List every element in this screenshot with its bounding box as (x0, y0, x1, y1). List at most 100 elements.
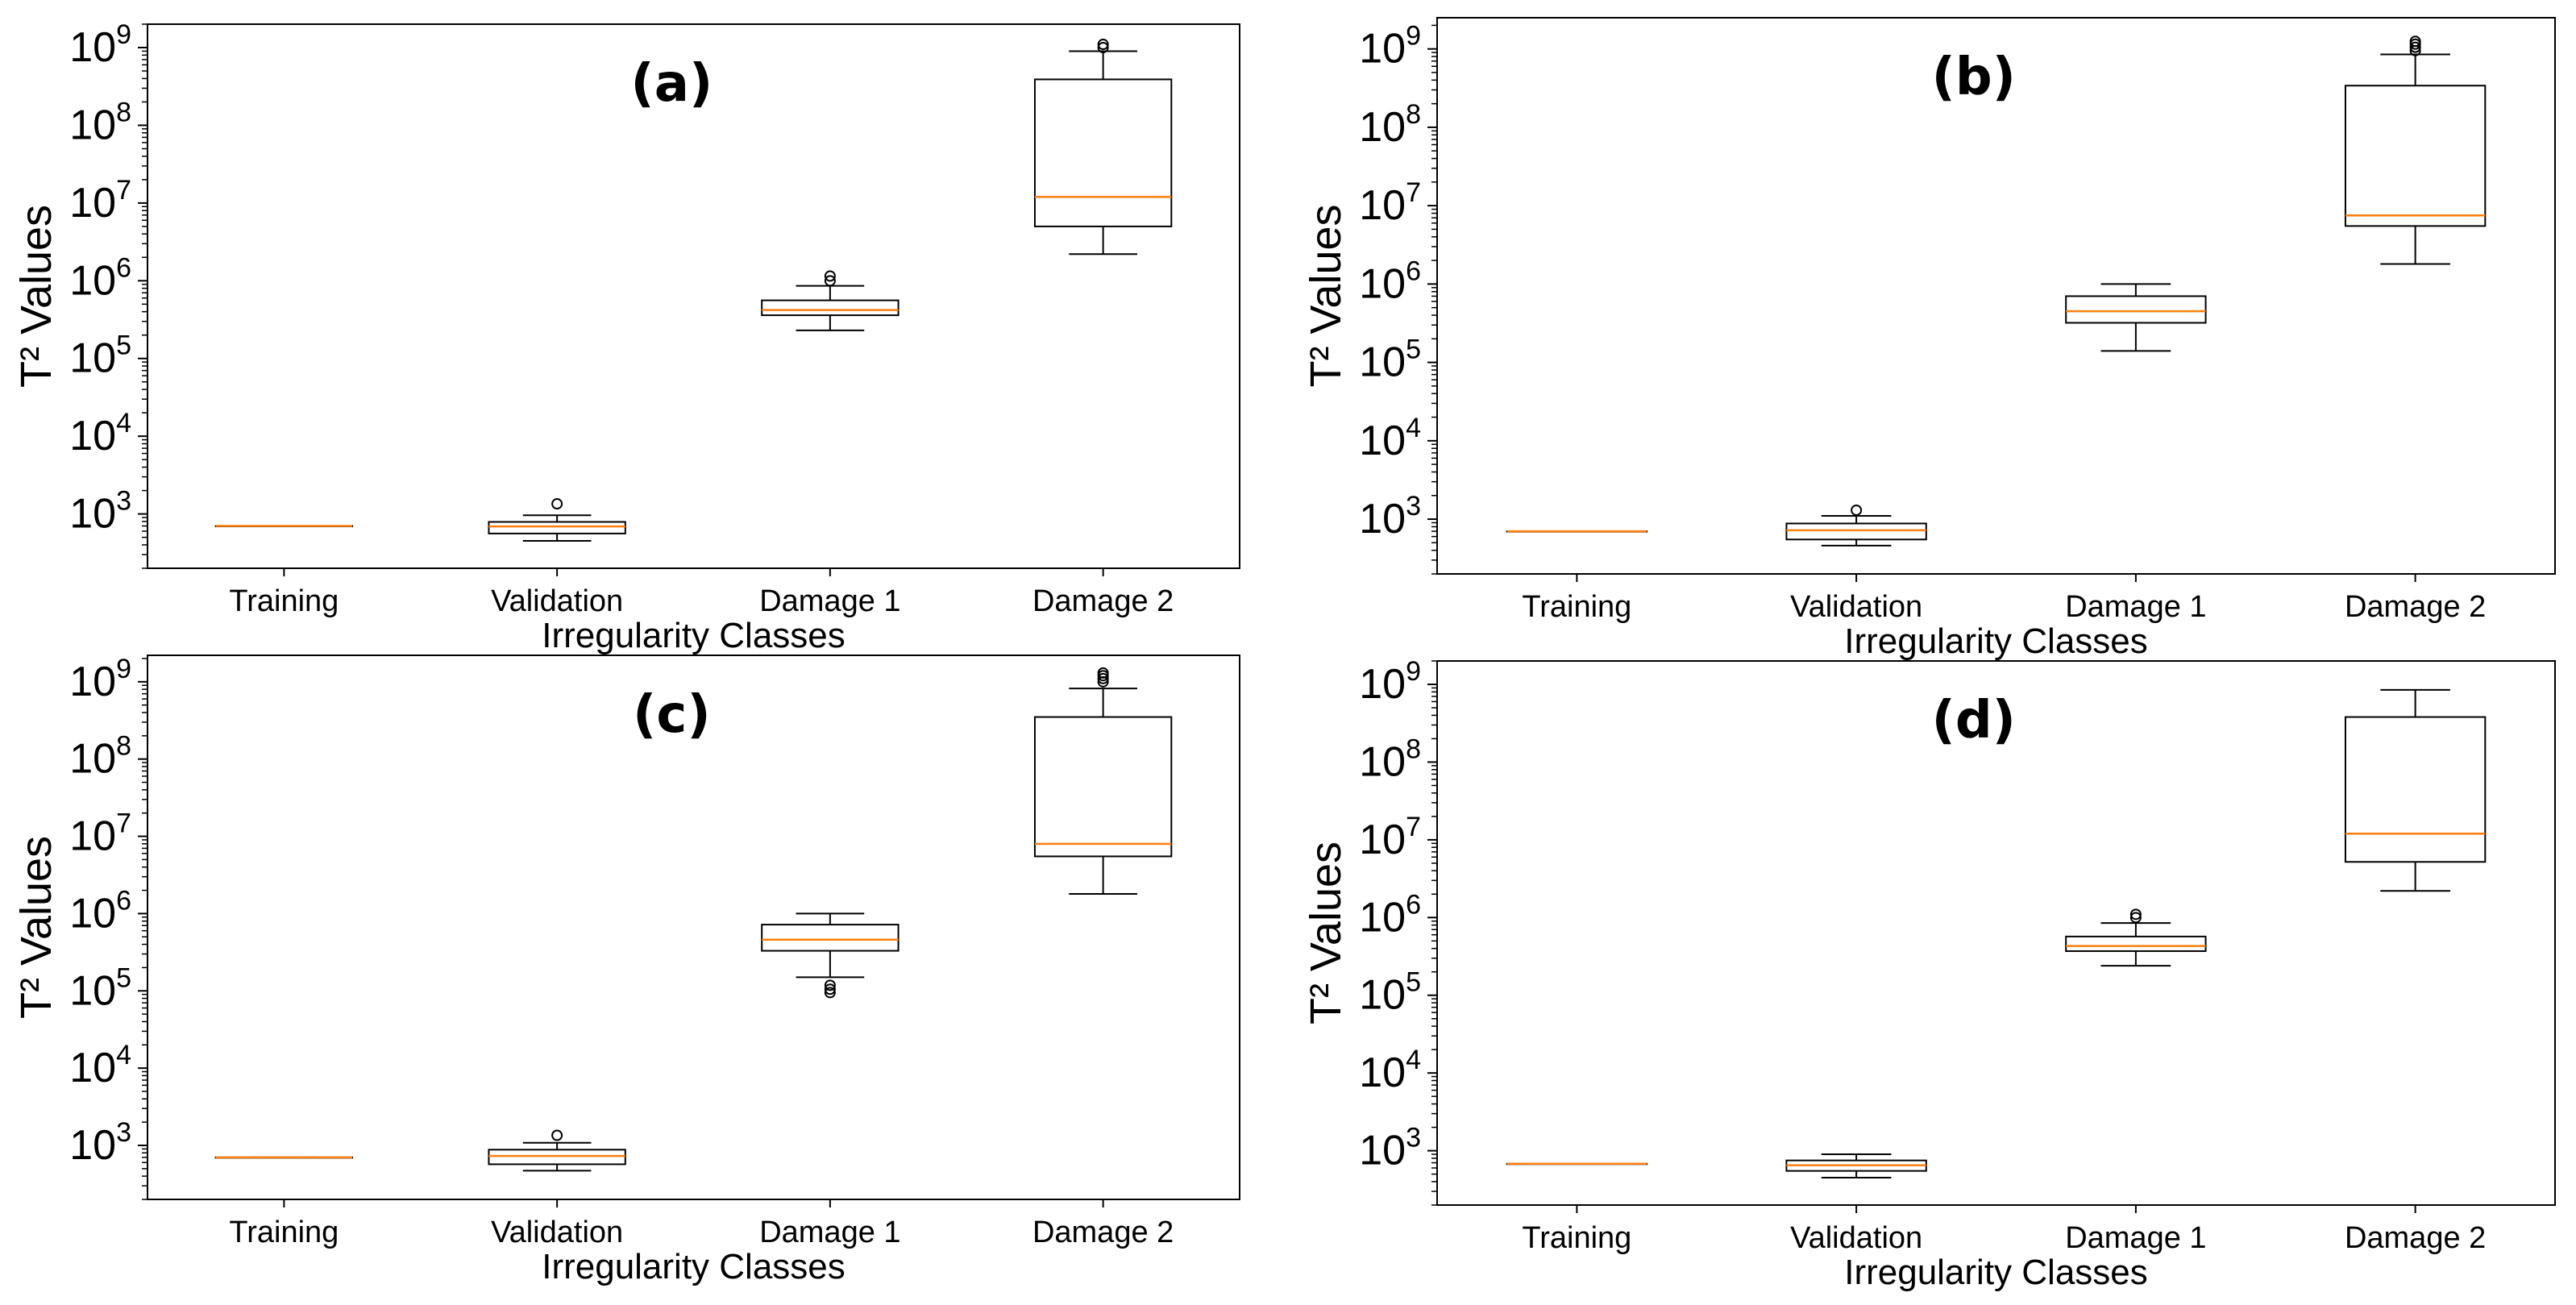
y-tick-exponent: 8 (116, 731, 131, 762)
x-tick-label: Training (1522, 1221, 1631, 1255)
y-axis-title: T² Values (1302, 204, 1350, 387)
y-tick-base: 10 (1359, 661, 1406, 708)
y-tick-exponent: 5 (1406, 335, 1421, 365)
y-tick-label: 109 (69, 654, 131, 705)
y-tick-label: 104 (1359, 413, 1421, 464)
y-tick-label: 105 (1359, 335, 1421, 386)
y-axis-title: T² Values (12, 205, 60, 388)
box-validation (488, 498, 626, 542)
box-damage-2 (2344, 35, 2487, 265)
y-tick-exponent: 4 (1406, 1045, 1421, 1075)
y-tick-base: 10 (69, 659, 116, 705)
panel-label: (c) (633, 685, 710, 745)
box-body (1033, 716, 1173, 858)
x-tick-label: Damage 1 (759, 584, 900, 618)
y-tick-label: 107 (1359, 177, 1421, 229)
panel-label: (a) (631, 54, 713, 114)
y-tick-exponent: 9 (116, 19, 131, 50)
y-tick-label: 107 (69, 175, 131, 227)
y-tick-label: 108 (69, 97, 131, 148)
y-tick-label: 103 (1359, 491, 1421, 542)
outlier-point (2409, 41, 2421, 53)
y-tick-base: 10 (1359, 26, 1406, 73)
y-tick-base: 10 (1359, 738, 1406, 785)
x-tick-label: Validation (1790, 590, 1922, 624)
y-tick-base: 10 (69, 491, 116, 538)
y-tick-exponent: 8 (1406, 99, 1421, 130)
outlier-point (1097, 42, 1109, 54)
y-tick-label: 103 (1359, 1123, 1421, 1174)
box-body (2065, 295, 2207, 324)
x-tick-label: Training (229, 1216, 339, 1249)
y-tick-exponent: 4 (1406, 413, 1421, 443)
y-tick-base: 10 (1359, 1128, 1406, 1174)
y-tick-base: 10 (1359, 817, 1406, 863)
y-tick-exponent: 8 (116, 97, 131, 127)
y-tick-base: 10 (69, 102, 116, 148)
y-tick-base: 10 (1359, 894, 1406, 941)
box-damage-2 (1033, 667, 1173, 895)
outlier-point (2129, 912, 2142, 924)
y-tick-base: 10 (1359, 496, 1406, 542)
outlier-point (824, 979, 836, 991)
x-tick-label: Training (1522, 590, 1631, 624)
x-tick-label: Training (229, 584, 339, 618)
y-tick-base: 10 (69, 335, 116, 382)
y-tick-label: 106 (1359, 256, 1421, 307)
y-tick-label: 103 (69, 1117, 131, 1169)
x-tick-label: Damage 2 (2345, 1221, 2486, 1255)
box-body (2065, 935, 2207, 952)
plot-frame (1436, 660, 2556, 1206)
y-tick-exponent: 6 (1406, 889, 1421, 920)
y-tick-exponent: 6 (116, 252, 131, 283)
box-body (1785, 522, 1927, 541)
y-tick-base: 10 (69, 967, 116, 1014)
outlier-point (1851, 504, 1863, 516)
box-body (761, 924, 900, 952)
y-tick-base: 10 (69, 1122, 116, 1169)
box-training (214, 525, 354, 528)
y-tick-label: 108 (69, 731, 131, 783)
y-tick-label: 104 (69, 1040, 131, 1091)
box-body (2344, 716, 2487, 863)
y-tick-base: 10 (69, 180, 116, 227)
outlier-point (1097, 667, 1109, 679)
outlier-point (824, 275, 836, 287)
x-axis-title: Irregularity Classes (542, 616, 846, 655)
box-damage-1 (761, 270, 900, 331)
box-damage-1 (761, 912, 900, 999)
y-tick-base: 10 (69, 813, 116, 860)
y-tick-exponent: 3 (116, 1117, 131, 1148)
box-body (761, 299, 900, 317)
y-tick-base: 10 (1359, 1049, 1406, 1096)
panel-label: (d) (1932, 691, 2016, 750)
y-tick-exponent: 9 (116, 654, 131, 684)
box-damage-2 (2344, 688, 2487, 892)
y-tick-label: 109 (69, 19, 131, 71)
box-validation (488, 1129, 626, 1172)
y-tick-base: 10 (1359, 418, 1406, 464)
y-tick-exponent: 7 (1406, 177, 1421, 208)
x-tick-label: Damage 1 (2065, 1221, 2206, 1255)
y-tick-exponent: 8 (1406, 734, 1421, 764)
box-validation (1785, 504, 1927, 547)
y-tick-exponent: 5 (1406, 967, 1421, 998)
y-tick-base: 10 (69, 736, 116, 783)
x-tick-label: Damage 2 (2345, 590, 2486, 624)
y-tick-label: 104 (69, 408, 131, 459)
box-damage-2 (1033, 39, 1173, 256)
y-tick-base: 10 (1359, 260, 1406, 307)
y-tick-exponent: 7 (116, 175, 131, 206)
y-tick-label: 107 (69, 808, 131, 860)
y-tick-exponent: 7 (1406, 812, 1421, 842)
y-tick-label: 107 (1359, 812, 1421, 863)
plot-frame (147, 23, 1240, 569)
y-tick-label: 106 (1359, 889, 1421, 941)
y-axis-title: T² Values (1302, 842, 1350, 1024)
box-training (214, 1156, 354, 1159)
y-tick-exponent: 3 (116, 486, 131, 517)
y-tick-label: 105 (1359, 967, 1421, 1019)
